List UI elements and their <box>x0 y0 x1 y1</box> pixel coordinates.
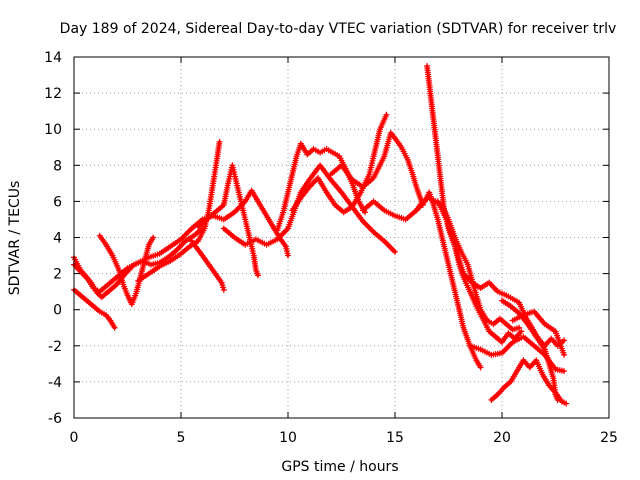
series-pass-15 <box>413 194 523 333</box>
x-tick-label: 10 <box>279 430 297 446</box>
data-point-marker <box>516 324 523 331</box>
y-tick-label: -2 <box>48 339 62 355</box>
y-tick-label: 8 <box>53 158 62 174</box>
data-series <box>71 63 570 407</box>
series-pass-19 <box>499 297 561 403</box>
data-point-marker <box>518 328 525 335</box>
data-point-marker <box>561 368 568 375</box>
series-pass-2 <box>71 286 118 331</box>
y-tick-label: 10 <box>44 122 62 138</box>
y-tick-label: 2 <box>53 267 62 283</box>
series-pass-6 <box>188 238 227 293</box>
x-tick-label: 0 <box>70 430 79 446</box>
x-axis-title: GPS time / hours <box>281 459 398 475</box>
data-point-marker <box>216 138 223 145</box>
series-pass-4 <box>96 232 157 308</box>
x-tick-label: 20 <box>493 430 511 446</box>
data-point-marker <box>561 337 568 344</box>
data-point-marker <box>111 324 118 331</box>
y-tick-label: -4 <box>48 375 62 391</box>
y-tick-label: -6 <box>48 411 62 427</box>
y-tick-label: 6 <box>53 194 62 210</box>
y-tick-label: 4 <box>53 231 62 247</box>
data-point-marker <box>220 286 227 293</box>
series-pass-9 <box>220 162 398 255</box>
y-tick-label: 14 <box>44 50 62 66</box>
series-pass-5 <box>135 138 223 284</box>
data-point-marker <box>392 248 398 255</box>
x-tick-label: 5 <box>177 430 186 446</box>
series-pass-13 <box>359 189 484 371</box>
data-point-marker <box>561 351 568 358</box>
y-axis-title: SDTVAR / TECUs <box>7 181 23 296</box>
data-point-marker <box>554 396 561 403</box>
data-point-marker <box>477 364 484 371</box>
series-pass-20 <box>509 308 568 358</box>
data-point-marker <box>150 234 157 241</box>
axis-ticks: 0 5 10 15 20 25 -6 -4 -2 0 2 4 6 8 10 12 14 <box>44 50 618 446</box>
data-point-marker <box>563 400 570 407</box>
series-pass-11 <box>289 111 390 216</box>
x-tick-label: 15 <box>386 430 404 446</box>
y-tick-label: 0 <box>53 303 62 319</box>
series-pass-17 <box>466 333 568 375</box>
series-pass-12 <box>327 129 426 209</box>
x-tick-label: 25 <box>600 430 618 446</box>
chart-title: Day 189 of 2024, Sidereal Day-to-day VTE… <box>60 21 617 37</box>
data-point-marker <box>255 272 262 279</box>
data-point-marker <box>285 252 291 259</box>
data-point-marker <box>383 111 390 118</box>
y-tick-label: 12 <box>44 86 62 102</box>
